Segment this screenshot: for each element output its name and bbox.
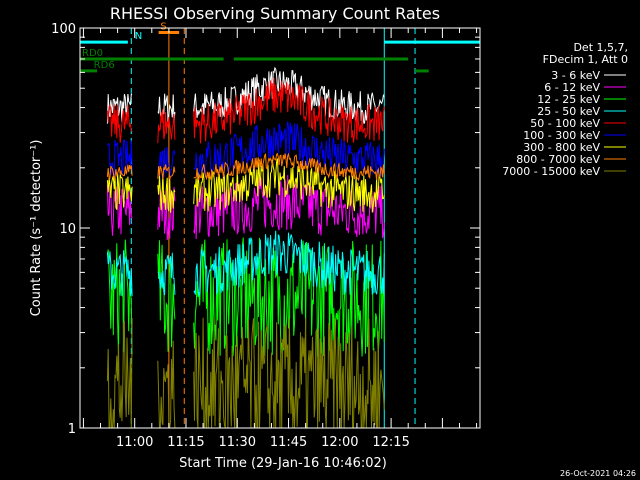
annotation-label-rd6: RD6 <box>94 60 115 71</box>
x-tick-label-4: 12:00 <box>321 435 358 450</box>
series-line-3 <box>106 230 385 298</box>
x-tick-label-5: 12:15 <box>372 435 409 450</box>
annotation-label-s: S <box>160 21 166 32</box>
series-line-7 <box>106 152 385 182</box>
annotation-label-rd0: RD0 <box>82 48 103 59</box>
legend-header-1: FDecim 1, Att 0 <box>543 53 628 66</box>
y-tick-label-1: 10 <box>59 222 76 237</box>
y-tick-label-0: 1 <box>68 422 76 437</box>
x-axis-label: Start Time (29-Jan-16 10:46:02) <box>179 456 387 471</box>
series-line-4 <box>106 77 385 144</box>
chart-title: RHESSI Observing Summary Count Rates <box>110 4 440 23</box>
annotation-label-n: N <box>135 31 142 42</box>
x-tick-label-1: 11:15 <box>167 435 204 450</box>
legend-entry-8: 7000 - 15000 keV <box>502 165 600 178</box>
legend-entry-2: 12 - 25 keV <box>537 93 600 106</box>
series-line-8 <box>106 317 385 429</box>
legend-entry-7: 800 - 7000 keV <box>516 153 600 166</box>
footer-timestamp: 26-Oct-2021 04:26 <box>560 469 636 478</box>
legend-entry-5: 100 - 300 keV <box>523 129 600 142</box>
x-tick-label-0: 11:00 <box>116 435 153 450</box>
legend-entry-4: 50 - 100 keV <box>530 117 600 130</box>
legend-entry-3: 25 - 50 keV <box>537 105 600 118</box>
y-tick-label-2: 100 <box>51 22 76 37</box>
legend-header-0: Det 1,5,7, <box>573 41 628 54</box>
legend-entry-1: 6 - 12 keV <box>544 81 600 94</box>
series-line-6 <box>106 158 385 213</box>
x-tick-label-3: 11:45 <box>270 435 307 450</box>
legend-entry-6: 300 - 800 keV <box>523 141 600 154</box>
legend-entry-0: 3 - 6 keV <box>551 69 600 82</box>
axes: 1 10 100 11:00 11:15 11:30 11:45 12:00 12:15 <box>51 22 481 450</box>
x-tick-label-2: 11:30 <box>219 435 256 450</box>
y-axis-label: Count Rate (s⁻¹ detector⁻¹) <box>29 140 44 317</box>
series-line-5 <box>106 121 385 180</box>
